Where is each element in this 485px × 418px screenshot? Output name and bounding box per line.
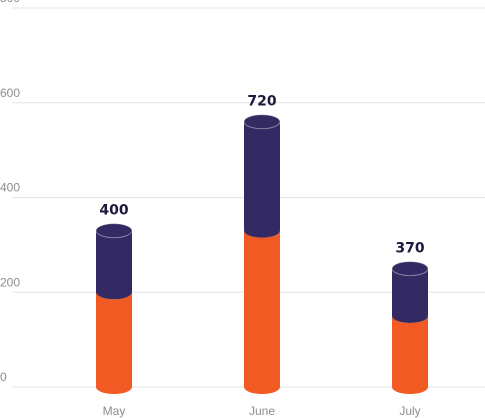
bars (95, 114, 429, 394)
y-tick-label-600: 600 (0, 86, 20, 100)
y-tick-label-400: 400 (0, 181, 20, 195)
bar-segment-july-2 (392, 268, 428, 323)
bar-top-cap-may (95, 223, 133, 239)
y-tick-label-0: 0 (0, 370, 7, 384)
value-labels: 400 720 370 (99, 94, 424, 257)
bar-segment-may-2 (96, 230, 132, 300)
y-tick-label-800: 800 (0, 0, 20, 5)
x-tick-label-june: June (249, 404, 275, 418)
bar-top-cap-june (243, 114, 281, 130)
y-axis: 0 200 400 600 800 (0, 0, 20, 384)
x-tick-label-july: July (399, 404, 420, 418)
y-tick-label-200: 200 (0, 275, 20, 289)
bar-segment-july-1 (392, 315, 428, 394)
bar-segment-june-2 (244, 121, 280, 238)
bar-july (391, 261, 429, 394)
bar-segment-june-1 (244, 230, 280, 394)
value-label-may: 400 (99, 203, 128, 219)
x-tick-label-may: May (103, 404, 126, 418)
bar-june (243, 114, 281, 394)
x-axis: May June July (103, 404, 421, 418)
bar-top-cap-july (391, 261, 429, 277)
bar-segment-may-1 (96, 292, 132, 394)
value-label-june: 720 (247, 94, 276, 110)
bar-may (95, 223, 133, 394)
value-label-july: 370 (395, 241, 424, 257)
